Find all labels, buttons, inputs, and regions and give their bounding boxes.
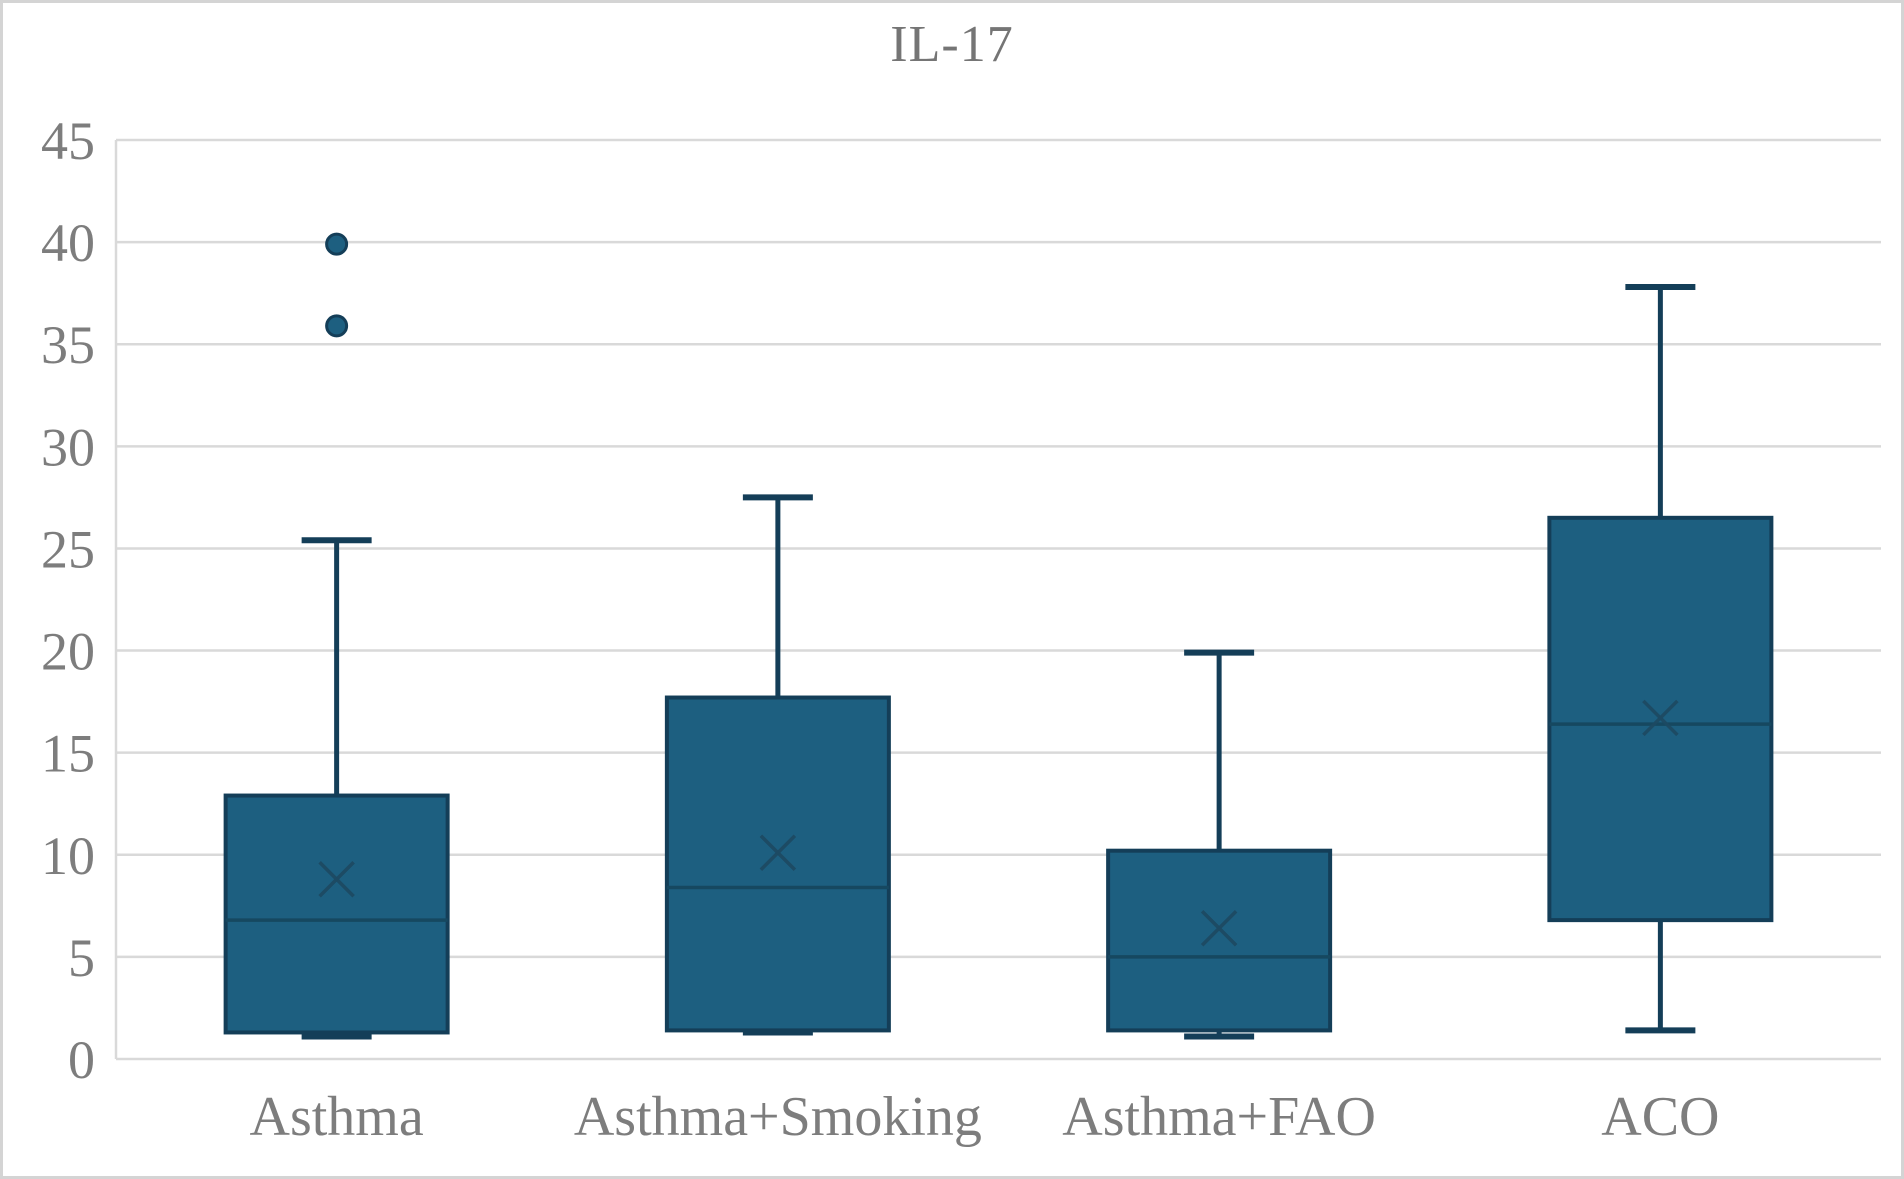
outlier-dot (325, 232, 349, 256)
mean-marker (318, 861, 355, 898)
box (223, 793, 450, 1035)
y-tick-label: 45 (41, 111, 95, 171)
boxplot-canvas: 0 5 10 15 20 25 30 35 40 45 Asthma Asthma+Smoking As… (41, 111, 1881, 1148)
box (1106, 848, 1333, 1033)
y-tick-label: 5 (68, 928, 95, 988)
x-axis-label: Asthma+Smoking (574, 1086, 982, 1148)
y-tick-label: 35 (41, 315, 95, 375)
mean-marker (759, 834, 797, 871)
y-tick-label: 15 (41, 724, 95, 784)
x-axis-label: Asthma (250, 1086, 424, 1148)
y-tick-label: 30 (41, 417, 95, 477)
y-tick-label: 40 (41, 213, 95, 273)
y-tick-label: 10 (41, 826, 95, 886)
y-tick-label: 0 (68, 1030, 95, 1090)
outlier-dot (325, 314, 349, 338)
mean-marker (1200, 910, 1238, 947)
x-axis-label: Asthma+FAO (1062, 1086, 1376, 1148)
mean-marker (1642, 699, 1679, 737)
y-tick-label: 20 (41, 622, 95, 682)
x-axis-label: ACO (1601, 1086, 1719, 1148)
chart-title: IL-17 (890, 16, 1014, 73)
box (664, 695, 891, 1033)
y-tick-label: 25 (41, 519, 95, 579)
